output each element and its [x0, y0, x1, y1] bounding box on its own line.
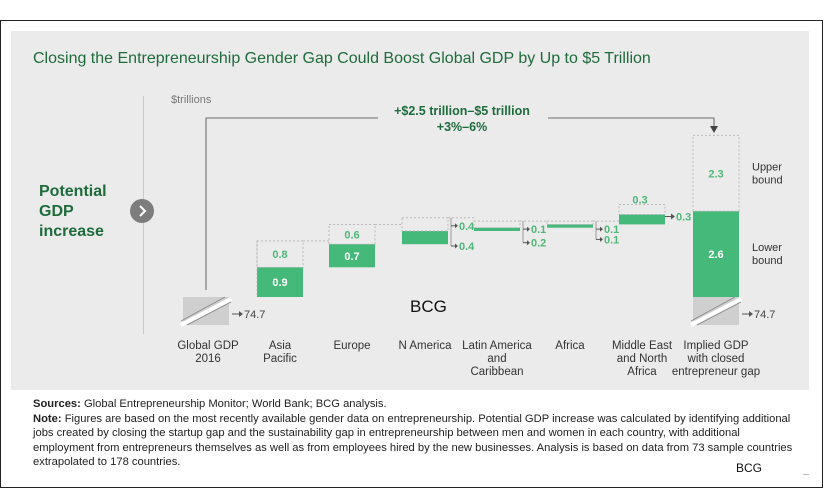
sources-text: Global Entrepreneurship Monitor; World B… — [80, 398, 387, 410]
category-label: Middle East — [612, 340, 673, 352]
footnote: Sources: Global Entrepreneurship Monitor… — [33, 397, 793, 470]
category-label: Implied GDP — [683, 340, 749, 352]
arrowhead — [600, 236, 603, 242]
lower-bound-bar — [474, 227, 520, 231]
arrowhead — [455, 223, 458, 229]
arrowhead — [600, 226, 603, 232]
category-label: Europe — [333, 340, 370, 352]
legend-lower-line-1: Lower — [752, 242, 782, 254]
axis-break-mark — [180, 297, 232, 327]
axis-break-line — [690, 296, 736, 322]
axis-break-line — [186, 301, 232, 326]
upper-bound-label: 0.4 — [459, 241, 475, 253]
potential-line-3: increase — [39, 223, 104, 240]
category-label: and North — [617, 353, 668, 365]
lower-bound-label: 0.1 — [531, 224, 546, 236]
potential-line-2: GDP — [39, 203, 74, 220]
category-label: and — [487, 353, 506, 365]
lower-bound-bar — [619, 214, 665, 225]
category-label: 2016 — [195, 353, 221, 365]
arrowhead — [239, 311, 243, 317]
legend-upper-line-1: Upper — [752, 161, 782, 173]
upper-bound-label: 0.6 — [344, 229, 359, 241]
upper-bound-box — [473, 220, 521, 229]
total-lower-label: 2.6 — [708, 249, 723, 261]
potential-gdp-label: Potential GDP increase — [39, 182, 129, 242]
total-lower-bar — [693, 211, 739, 297]
arrowhead — [749, 311, 753, 317]
bcg-corner-logo: BCG — [736, 461, 763, 475]
sources-label: Sources: — [33, 398, 81, 410]
lower-bound-label: 0.1 — [604, 224, 619, 236]
upper-bound-label: 0.1 — [604, 234, 619, 246]
base-value-label: 74.7 — [244, 309, 265, 321]
axis-break-line — [696, 301, 742, 326]
corner-mark — [803, 474, 809, 475]
category-label: Latin America — [462, 340, 532, 352]
category-label: Pacific — [263, 353, 297, 365]
lower-bound-label: 0.9 — [272, 277, 287, 289]
axis-break-mark — [690, 297, 742, 327]
lower-bound-label: 0.3 — [676, 212, 691, 224]
lower-bound-bar — [329, 244, 375, 268]
lower-bound-bar — [547, 224, 593, 228]
total-upper-box — [692, 134, 740, 212]
total-increase-label: +$2.5 trillion–$5 trillion — [394, 104, 530, 118]
lower-bound-label: 0.4 — [459, 221, 475, 233]
upper-bound-box — [546, 220, 594, 225]
chart-title: Closing the Entrepreneurship Gender Gap … — [33, 50, 651, 67]
upper-bound-box — [328, 223, 376, 245]
category-label: Africa — [555, 340, 585, 352]
total-bracket-left — [205, 117, 378, 290]
arrowhead — [455, 243, 458, 249]
category-label: Asia — [269, 340, 292, 352]
arrowhead — [527, 240, 530, 246]
total-bracket-arrowhead — [710, 126, 718, 133]
legend-lower-line-2: bound — [752, 255, 783, 267]
category-label: Africa — [627, 366, 657, 378]
arrowhead — [671, 213, 675, 220]
category-label: with closed — [687, 353, 745, 365]
lower-bound-label: 0.7 — [344, 251, 359, 263]
total-bracket-right — [548, 117, 715, 128]
total-percent-label: +3%–6% — [437, 120, 487, 134]
axis-break-line — [180, 296, 226, 322]
note-label: Note: — [33, 412, 62, 425]
sources-line: Sources: Global Entrepreneurship Monitor… — [33, 397, 793, 412]
upper-bound-label: 0.2 — [531, 238, 546, 250]
bcg-watermark: BCG — [410, 297, 447, 316]
lower-bound-bar — [402, 231, 448, 245]
category-label: N America — [398, 340, 452, 352]
chevron-right-icon — [130, 199, 154, 223]
potential-line-1: Potential — [39, 183, 107, 200]
category-label: Caribbean — [470, 366, 523, 378]
lower-bound-bar — [257, 267, 303, 297]
category-label: Global GDP — [177, 340, 239, 352]
upper-bound-label: 0.3 — [632, 195, 647, 207]
arrowhead — [527, 226, 530, 232]
legend-upper-line-2: bound — [752, 174, 783, 186]
note-text: Figures are based on the most recently a… — [33, 412, 793, 469]
upper-bound-label: 0.8 — [272, 249, 287, 261]
end-value-label: 74.7 — [754, 309, 775, 321]
total-upper-label: 2.3 — [708, 168, 723, 180]
category-label: entrepreneur gap — [672, 366, 760, 378]
units-label: $trillions — [171, 94, 212, 106]
note-line: Note: Figures are based on the most rece… — [33, 412, 793, 470]
upper-bound-box — [401, 217, 449, 232]
